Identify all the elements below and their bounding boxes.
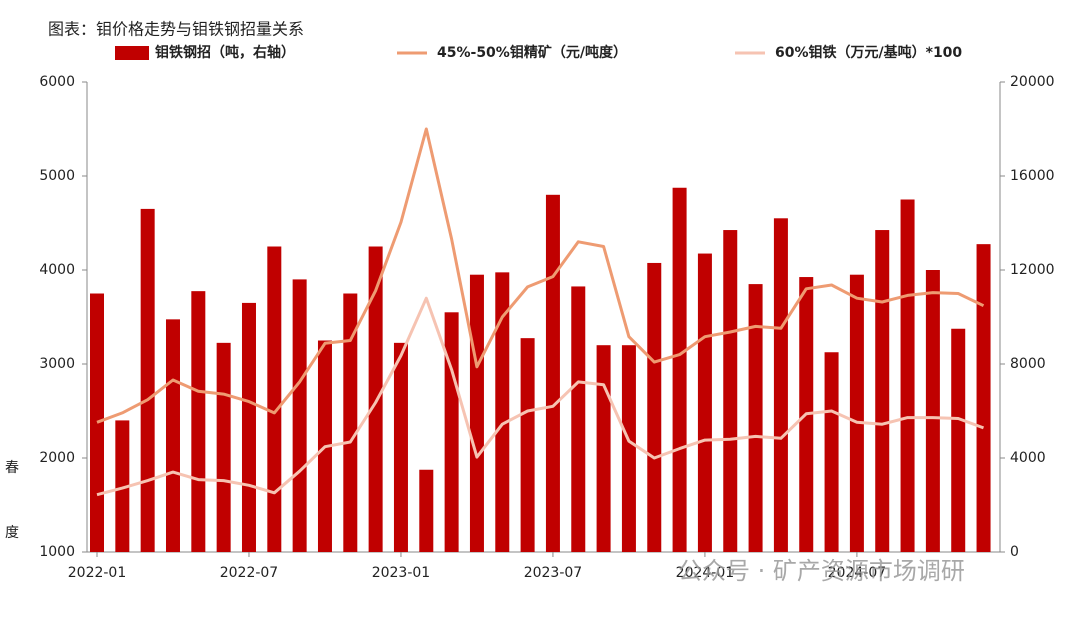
bar <box>495 272 510 552</box>
bar <box>697 253 712 553</box>
bar <box>267 246 282 552</box>
y-tick-label: 3000 <box>39 356 75 372</box>
side-text: 春 <box>5 460 19 476</box>
y2-tick-label: 20000 <box>1010 74 1055 90</box>
chart-title: 图表：钼价格走势与钼铁钢招量关系 <box>48 20 304 39</box>
legend-label: 60%钼铁（万元/基吨）*100 <box>775 44 962 61</box>
bar <box>773 218 788 553</box>
x-tick-label: 2022-07 <box>220 565 279 581</box>
bar <box>672 187 687 552</box>
bar <box>900 199 915 552</box>
bar <box>596 345 611 552</box>
bar <box>393 342 408 552</box>
bar <box>925 270 940 552</box>
bar <box>545 194 560 553</box>
y-tick-label: 5000 <box>39 168 75 184</box>
y2-tick-label: 12000 <box>1010 262 1055 278</box>
line <box>96 127 985 424</box>
x-tick-label: 2022-01 <box>68 565 127 581</box>
bar <box>368 246 383 552</box>
bar <box>571 286 586 552</box>
bar <box>824 352 839 552</box>
line <box>96 296 985 497</box>
x-tick-label: 2024-01 <box>676 565 735 581</box>
bar <box>723 230 738 553</box>
y2-tick-label: 16000 <box>1010 168 1055 184</box>
x-tick-label: 2024-07 <box>828 565 887 581</box>
y-tick-label: 6000 <box>39 74 75 90</box>
legend-swatch <box>115 46 149 60</box>
bar <box>140 208 155 552</box>
bar <box>520 338 535 552</box>
bar <box>115 420 130 552</box>
bar <box>343 293 358 552</box>
bar <box>444 312 459 552</box>
bar <box>469 274 484 552</box>
y-tick-label: 2000 <box>39 450 75 466</box>
legend-label: 45%-50%钼精矿（元/吨度） <box>437 44 627 61</box>
x-tick-label: 2023-07 <box>524 565 583 581</box>
bar <box>976 244 991 552</box>
bar <box>216 342 231 552</box>
bar <box>292 279 307 552</box>
watermark: 公众号 · 矿产资源市场调研 <box>678 557 965 585</box>
bar <box>165 319 180 552</box>
y2-tick-label: 8000 <box>1010 356 1046 372</box>
legend-label: 钼铁钢招（吨，右轴） <box>155 44 295 61</box>
side-text: 度 <box>5 525 19 541</box>
bar <box>875 230 890 553</box>
bar <box>951 328 966 552</box>
bar <box>191 291 206 552</box>
y2-tick-label: 0 <box>1010 544 1019 560</box>
bar <box>748 284 763 552</box>
bar <box>241 302 256 552</box>
x-tick-label: 2023-01 <box>372 565 431 581</box>
y-tick-label: 4000 <box>39 262 75 278</box>
y2-tick-label: 4000 <box>1010 450 1046 466</box>
bar <box>621 345 636 552</box>
bar <box>90 293 104 552</box>
y-tick-label: 1000 <box>39 544 75 560</box>
bar <box>419 469 434 552</box>
bar <box>849 274 864 552</box>
bar <box>647 262 662 552</box>
